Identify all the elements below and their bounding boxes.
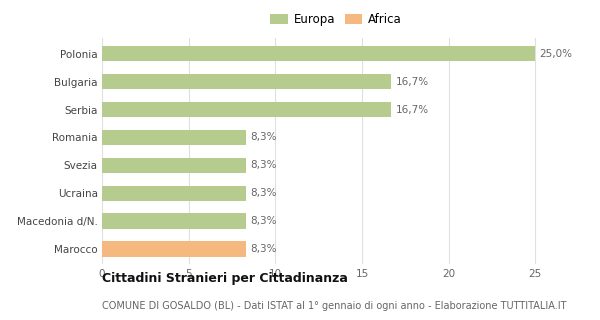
Text: 25,0%: 25,0% (539, 49, 572, 59)
Bar (102, 102, 391, 117)
Bar (102, 186, 246, 201)
Bar (102, 213, 246, 229)
Bar (102, 130, 246, 145)
Text: Cittadini Stranieri per Cittadinanza: Cittadini Stranieri per Cittadinanza (102, 272, 348, 285)
Text: 8,3%: 8,3% (250, 160, 277, 170)
Bar (102, 158, 246, 173)
Legend: Europa, Africa: Europa, Africa (268, 11, 404, 28)
Text: 8,3%: 8,3% (250, 188, 277, 198)
Text: 16,7%: 16,7% (396, 105, 429, 115)
Text: 8,3%: 8,3% (250, 244, 277, 254)
Text: 16,7%: 16,7% (396, 76, 429, 87)
Bar (102, 74, 391, 89)
Bar (102, 46, 535, 61)
Bar (102, 241, 246, 257)
Text: 8,3%: 8,3% (250, 216, 277, 226)
Text: COMUNE DI GOSALDO (BL) - Dati ISTAT al 1° gennaio di ogni anno - Elaborazione TU: COMUNE DI GOSALDO (BL) - Dati ISTAT al 1… (102, 301, 566, 311)
Text: 8,3%: 8,3% (250, 132, 277, 142)
